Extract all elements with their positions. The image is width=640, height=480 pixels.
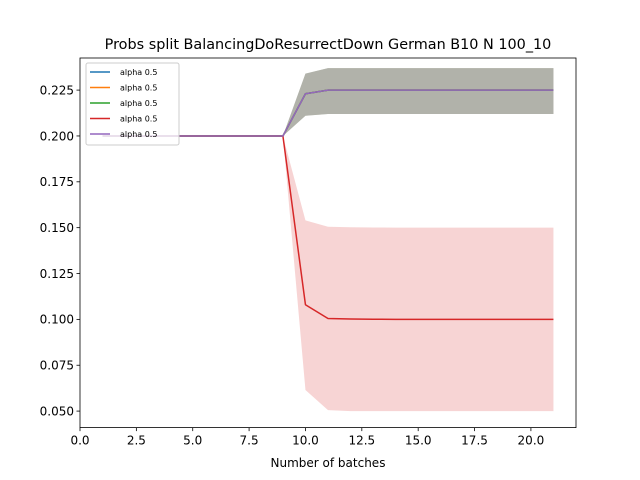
- x-tick-label: 12.5: [348, 434, 375, 448]
- legend-label: alpha 0.5: [120, 68, 157, 77]
- y-tick-label: 0.075: [40, 359, 74, 373]
- x-tick-label: 2.5: [127, 434, 146, 448]
- y-tick-label: 0.225: [40, 83, 74, 97]
- y-tick-label: 0.175: [40, 175, 74, 189]
- x-tick-label: 10.0: [292, 434, 319, 448]
- confidence-bands: [102, 68, 554, 412]
- x-axis: 0.0 2.5 5.0 7.5 10.0 12.5 15.0 17.5 20.0: [70, 427, 545, 448]
- confidence-band-5: [102, 68, 554, 136]
- x-tick-label: 5.0: [183, 434, 202, 448]
- y-tick-label: 0.050: [40, 404, 74, 418]
- x-tick-label: 15.0: [405, 434, 432, 448]
- x-tick-label: 17.5: [461, 434, 488, 448]
- x-tick-label: 7.5: [240, 434, 259, 448]
- legend-label: alpha 0.5: [120, 130, 157, 139]
- y-tick-label: 0.125: [40, 267, 74, 281]
- legend: alpha 0.5 alpha 0.5 alpha 0.5 alpha 0.5 alph…: [85, 62, 180, 146]
- y-tick-label: 0.100: [40, 313, 74, 327]
- confidence-band-4: [102, 135, 554, 412]
- legend-label: alpha 0.5: [120, 99, 157, 108]
- y-tick-label: 0.150: [40, 221, 74, 235]
- x-tick-label: 20.0: [518, 434, 545, 448]
- y-axis: 0.050 0.075 0.100 0.125 0.150 0.175 0.200 0.225: [40, 83, 80, 418]
- y-tick-label: 0.200: [40, 129, 74, 143]
- x-axis-label: Number of batches: [271, 456, 386, 470]
- x-tick-label: 0.0: [70, 434, 89, 448]
- confidence-band-3: [102, 68, 554, 136]
- plot-frame: [79, 57, 577, 429]
- confidence-band-1: [102, 68, 554, 136]
- confidence-band-2: [102, 68, 554, 136]
- legend-label: alpha 0.5: [120, 84, 157, 93]
- legend-box: [85, 62, 180, 146]
- chart-title: Probs split BalancingDoResurrectDown Ger…: [105, 37, 552, 53]
- legend-label: alpha 0.5: [120, 115, 157, 124]
